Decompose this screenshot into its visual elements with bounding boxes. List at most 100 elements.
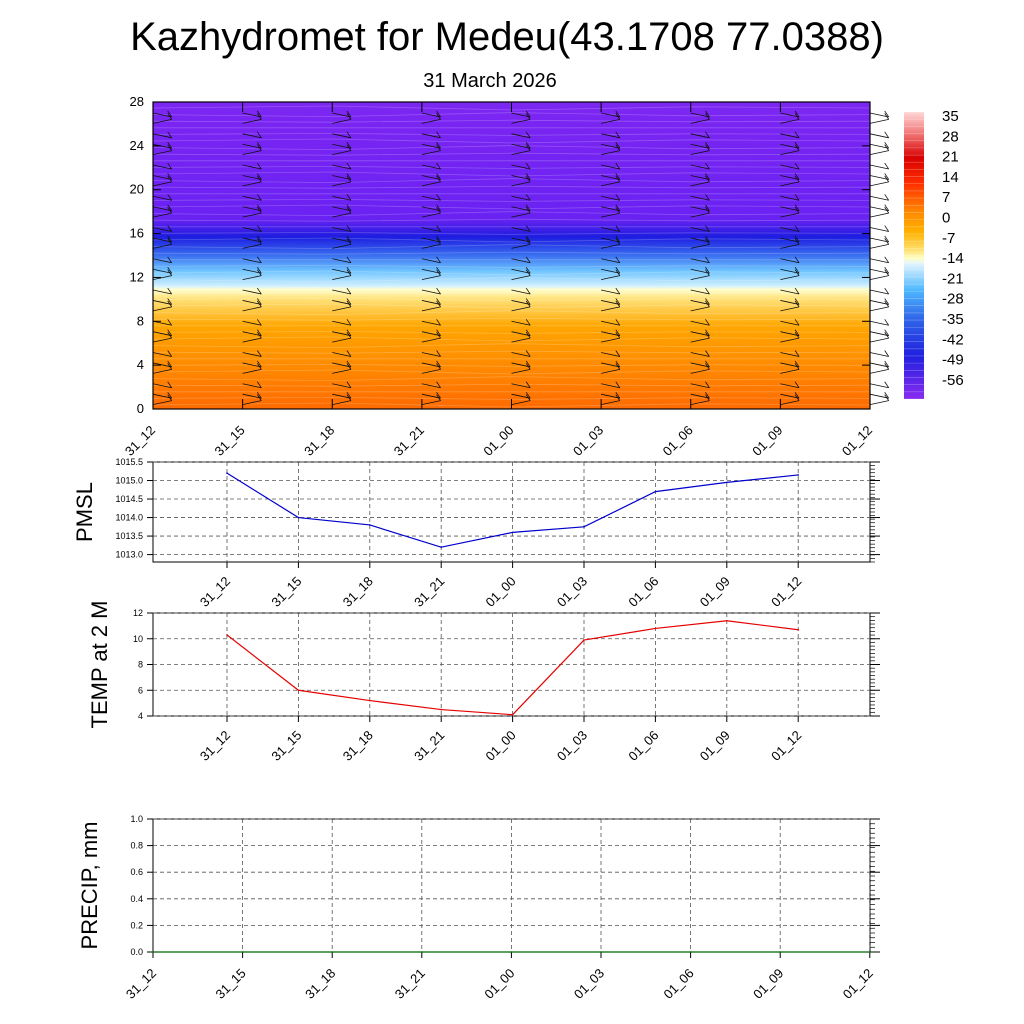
- wind-barb: [780, 243, 800, 249]
- wind-barb-flag: [884, 225, 890, 232]
- wind-barb-flag: [346, 235, 352, 243]
- wind-barb: [332, 150, 352, 156]
- wind-barb: [511, 143, 531, 149]
- wind-barb: [511, 275, 531, 281]
- wind-barb-flag: [615, 194, 621, 201]
- wind-barb: [332, 268, 352, 274]
- wind-barb: [152, 143, 172, 149]
- wind-barb: [332, 195, 352, 201]
- x-tick-label: 31_18: [340, 574, 376, 610]
- wind-barb: [780, 164, 800, 170]
- wind-barb: [690, 393, 710, 399]
- wind-barb-flag: [525, 350, 531, 357]
- data-point: [726, 619, 728, 622]
- wind-barb: [152, 320, 172, 326]
- wind-barb-flag: [615, 141, 621, 149]
- x-tick-label: 01_06: [661, 966, 697, 1002]
- wind-barb-flag: [525, 391, 531, 399]
- wind-barb: [869, 393, 889, 399]
- wind-barb: [152, 383, 172, 389]
- contour-line: [152, 112, 871, 118]
- wind-barb: [869, 227, 889, 232]
- wind-barb-flag: [436, 162, 441, 170]
- wind-barb: [869, 300, 889, 305]
- wind-barb: [511, 227, 531, 232]
- contour-line: [152, 317, 871, 321]
- wind-barb: [690, 181, 710, 187]
- wind-barb-flag: [256, 110, 262, 118]
- colorbar-label: -49: [942, 352, 964, 369]
- wind-barb: [332, 383, 352, 389]
- wind-barb: [869, 237, 889, 243]
- wind-barb: [869, 352, 889, 357]
- wind-barb-flag: [167, 360, 173, 368]
- contour-line: [152, 244, 871, 250]
- y-axis-title: PRECIP, mm: [77, 822, 102, 950]
- colorbar-label: -56: [942, 372, 964, 389]
- wind-barb: [780, 383, 800, 389]
- wind-barb: [690, 212, 710, 218]
- wind-barb: [332, 206, 352, 212]
- wind-barb: [511, 400, 531, 406]
- wind-barb: [421, 227, 441, 232]
- wind-barb: [511, 289, 531, 295]
- wind-barb: [780, 227, 800, 232]
- data-point: [241, 951, 244, 953]
- data-point: [331, 951, 334, 953]
- wind-barb-flag: [167, 141, 173, 149]
- wind-barb-flag: [167, 381, 173, 389]
- wind-barb: [242, 400, 262, 406]
- wind-barb-flag: [705, 225, 710, 232]
- wind-barb: [601, 393, 620, 399]
- wind-barb: [690, 195, 710, 201]
- wind-barb: [242, 175, 262, 180]
- wind-barb-flag: [884, 350, 890, 357]
- wind-barb: [511, 206, 531, 212]
- wind-barb: [780, 258, 800, 264]
- x-tick-label: 01_03: [571, 966, 607, 1002]
- wind-barb-flag: [525, 266, 531, 274]
- y-axis-title: TEMP at 2 M: [87, 601, 112, 729]
- wind-barb-flag: [256, 329, 262, 336]
- wind-barb: [242, 143, 262, 149]
- wind-barb: [152, 300, 172, 305]
- wind-barb: [152, 237, 172, 243]
- contour-line: [152, 119, 871, 123]
- wind-barb-flag: [615, 350, 621, 357]
- wind-barb: [421, 352, 441, 357]
- x-tick-label: 01_09: [697, 728, 733, 764]
- wind-barb-flag: [794, 204, 800, 211]
- wind-barb-flag: [436, 225, 441, 232]
- wind-barb-flag: [794, 194, 800, 201]
- wind-barb-flag: [436, 329, 441, 336]
- wind-barb-flag: [794, 266, 800, 274]
- wind-barb: [601, 143, 620, 149]
- contour-line: [152, 303, 871, 309]
- contour-line: [152, 178, 871, 184]
- colorbar-label: 7: [942, 189, 950, 206]
- wind-barb: [869, 289, 889, 295]
- wind-barb: [869, 337, 889, 343]
- colorbar-label: -14: [942, 250, 964, 267]
- contour-line: [152, 330, 871, 334]
- wind-barb-flag: [615, 298, 621, 305]
- wind-barb-flag: [525, 329, 531, 336]
- wind-barb: [152, 181, 172, 187]
- wind-barb: [332, 143, 352, 149]
- wind-barb-flag: [705, 381, 710, 389]
- wind-barb: [869, 320, 889, 326]
- wind-barb: [152, 289, 172, 295]
- y-tick-label: 8: [137, 313, 144, 328]
- wind-barb-flag: [256, 266, 262, 274]
- y-tick-label: 4: [137, 357, 144, 372]
- colorbar-label: -42: [942, 331, 964, 348]
- x-tick-label: 01_03: [554, 728, 590, 764]
- data-point: [369, 699, 371, 702]
- wind-barb-flag: [436, 194, 441, 201]
- wind-barb: [421, 212, 441, 218]
- x-tick-label: 31_12: [197, 574, 233, 610]
- wind-barb: [242, 243, 262, 249]
- wind-barb-flag: [615, 162, 621, 170]
- data-point: [152, 951, 154, 953]
- wind-barb-flag: [256, 225, 262, 232]
